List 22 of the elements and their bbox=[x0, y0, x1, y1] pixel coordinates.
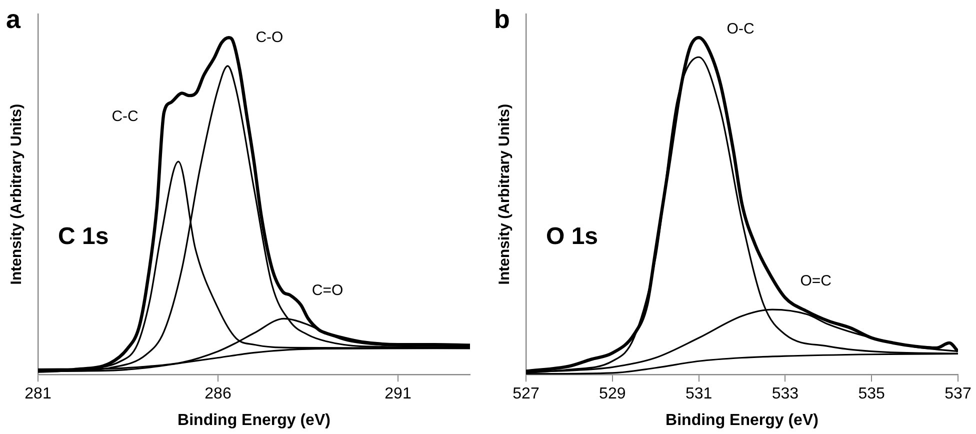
x-tick-label: 537 bbox=[944, 386, 972, 403]
annotation: C-O bbox=[256, 29, 284, 46]
y-axis-title: Intensity (Arbitrary Units) bbox=[8, 104, 26, 285]
x-tick-label: 281 bbox=[24, 386, 52, 403]
annotation: C-C bbox=[112, 108, 139, 125]
x-axis-title: Binding Energy (eV) bbox=[666, 412, 818, 429]
x-tick-label: 286 bbox=[204, 386, 232, 403]
annotation: C 1s bbox=[58, 223, 109, 250]
x-tick-label: 531 bbox=[685, 386, 712, 403]
chart-title: b bbox=[494, 4, 510, 34]
text: O-C bbox=[726, 20, 754, 38]
annotation: O=C bbox=[800, 272, 832, 290]
annotation: C=O bbox=[312, 282, 344, 299]
chart-title: a bbox=[6, 4, 21, 34]
x-axis-title: Binding Energy (eV) bbox=[178, 412, 330, 429]
x-tick-label: 529 bbox=[599, 386, 626, 403]
x-tick-label: 291 bbox=[384, 386, 412, 403]
x-tick-label: 535 bbox=[858, 386, 886, 403]
x-tick-label: 527 bbox=[512, 386, 540, 403]
annotation: O 1s bbox=[546, 223, 598, 250]
y-axis-title: Intensity (Arbitrary Units) bbox=[496, 104, 514, 285]
x-tick-label: 533 bbox=[772, 386, 799, 403]
